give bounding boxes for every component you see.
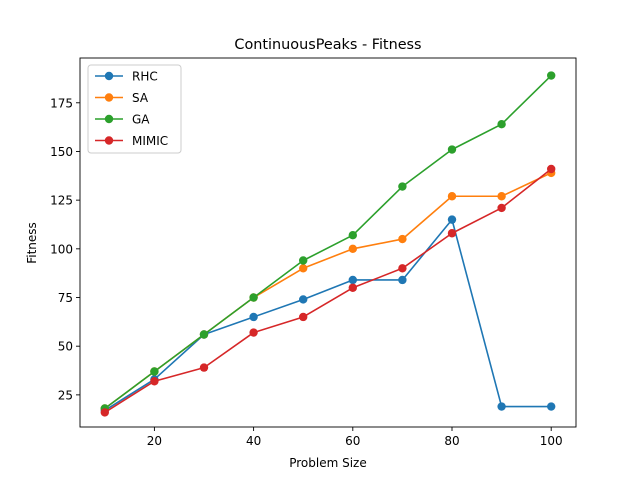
data-point-ga <box>249 293 258 302</box>
data-point-mimic <box>249 328 258 337</box>
legend-marker-mimic <box>104 136 114 145</box>
legend-label-mimic: MIMIC <box>132 134 168 148</box>
data-point-rhc <box>299 295 308 304</box>
data-point-ga <box>547 71 556 80</box>
legend: RHC SA GA MIMIC <box>87 64 182 154</box>
series-line-mimic <box>104 168 552 414</box>
series-line-rhc <box>104 218 552 412</box>
legend-marker-sa <box>104 93 114 102</box>
data-point-sa <box>348 244 357 254</box>
series-line-ga <box>104 74 552 410</box>
y-tick-label: 150 <box>50 145 73 159</box>
x-tick-label: 100 <box>540 434 563 448</box>
data-point-ga <box>348 230 357 240</box>
legend-label-sa: SA <box>132 91 149 105</box>
data-point-ga <box>398 182 407 191</box>
data-point-mimic <box>348 283 357 292</box>
legend-box <box>87 64 182 154</box>
data-point-rhc <box>398 275 407 285</box>
series-mimic <box>100 164 556 417</box>
data-point-rhc <box>249 312 258 322</box>
y-tick-label: 100 <box>50 242 73 256</box>
data-point-mimic <box>497 203 506 213</box>
x-tick-label: 60 <box>345 434 360 448</box>
plot-area: 20 40 60 80 100 25 50 75 100 125 150 175 RHC SA GA MIMI… <box>50 57 577 448</box>
y-tick-label: 25 <box>58 388 73 402</box>
y-tick-label: 175 <box>50 96 73 110</box>
data-point-ga <box>447 145 457 154</box>
legend-marker-rhc <box>104 71 114 81</box>
data-point-sa <box>497 192 506 201</box>
data-point-ga <box>299 256 308 265</box>
data-point-mimic <box>299 312 308 322</box>
x-tick-label: 20 <box>147 434 162 448</box>
x-tick-label: 40 <box>246 434 261 448</box>
data-point-sa <box>447 192 457 201</box>
data-point-rhc <box>447 215 457 224</box>
legend-marker-ga <box>104 114 114 124</box>
data-point-mimic <box>199 363 209 372</box>
legend-label-rhc: RHC <box>132 70 158 84</box>
data-point-ga <box>150 367 159 376</box>
data-point-sa <box>299 264 308 273</box>
y-tick-label: 50 <box>58 340 73 354</box>
data-point-rhc <box>497 402 506 411</box>
x-tick-label: 80 <box>444 434 459 448</box>
data-point-ga <box>199 330 209 339</box>
data-point-rhc <box>348 275 357 285</box>
y-tick-label: 125 <box>50 194 73 208</box>
x-axis-label: Problem Size <box>289 456 367 470</box>
legend-label-ga: GA <box>132 113 150 127</box>
data-point-mimic <box>547 164 556 174</box>
data-point-rhc <box>547 402 556 411</box>
data-point-sa <box>398 234 407 244</box>
data-point-mimic <box>100 408 110 417</box>
y-axis-label: Fitness <box>25 222 39 264</box>
y-tick-label: 75 <box>58 291 73 305</box>
data-point-mimic <box>398 264 407 273</box>
data-point-mimic <box>447 229 457 238</box>
axes-frame <box>79 57 577 428</box>
data-point-mimic <box>150 377 159 386</box>
chart-title: ContinuousPeaks - Fitness <box>234 37 421 53</box>
data-point-ga <box>497 120 506 129</box>
